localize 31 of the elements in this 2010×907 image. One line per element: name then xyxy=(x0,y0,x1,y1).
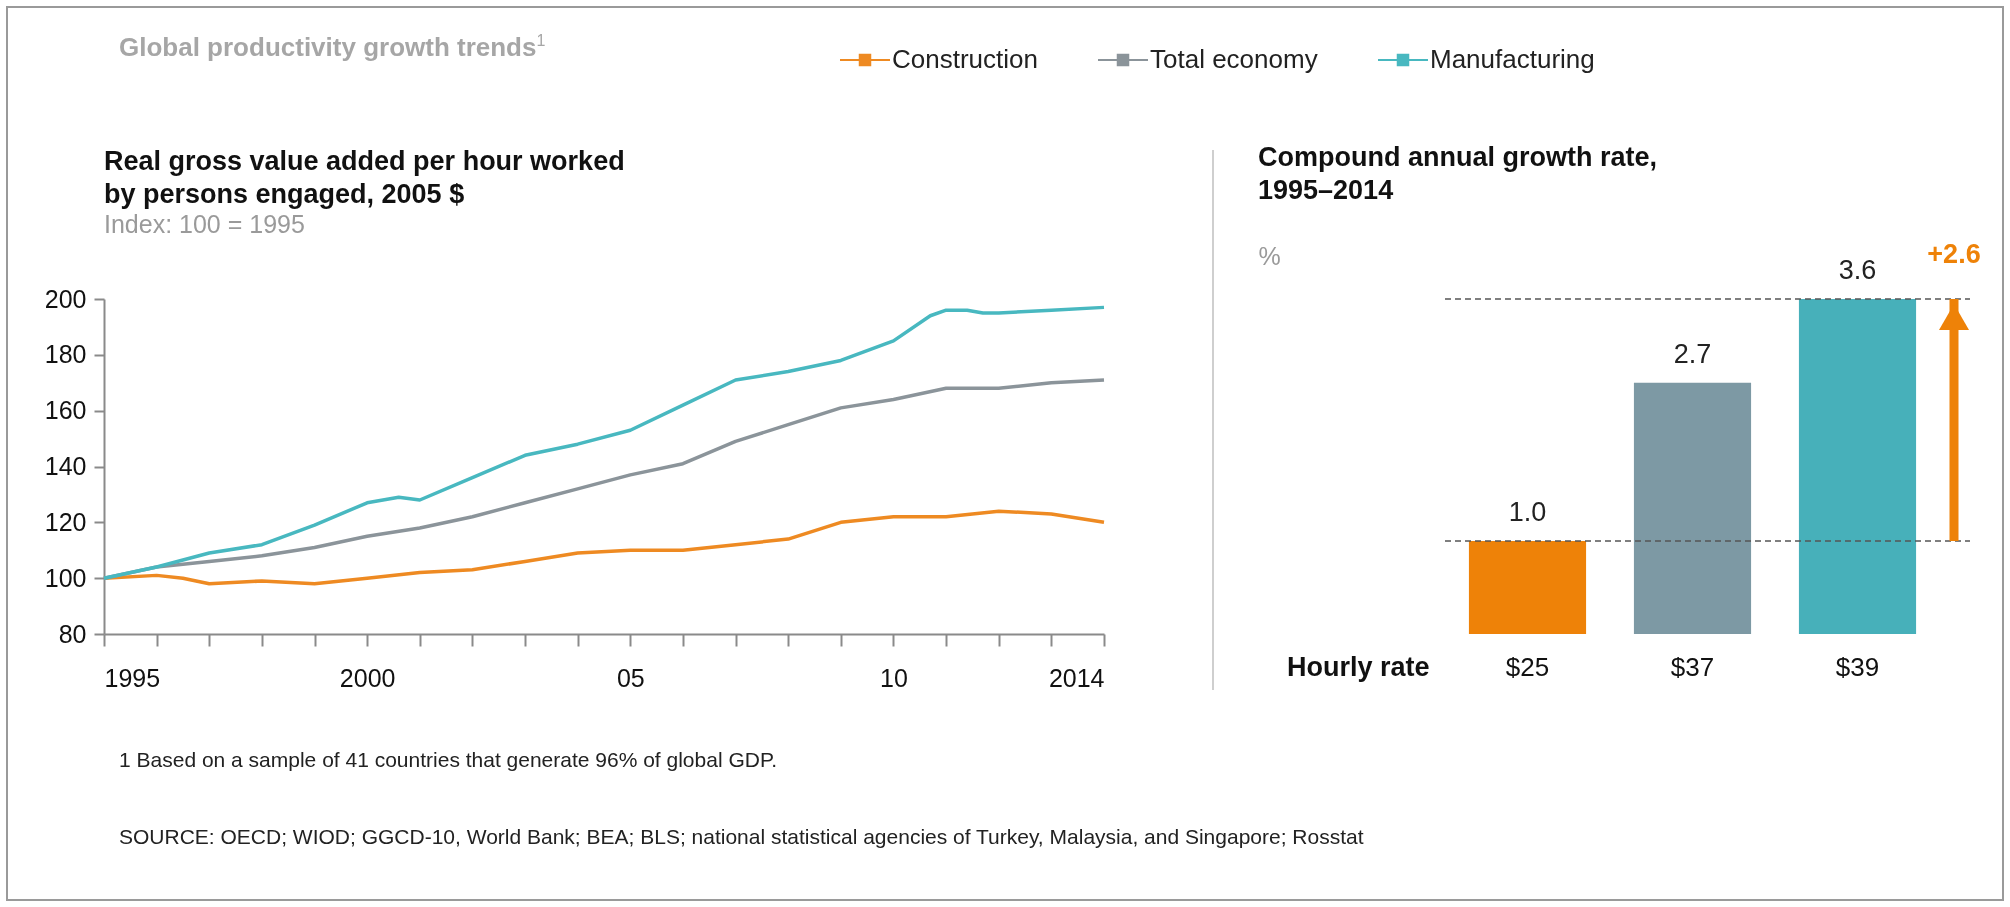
y-tick-label: 180 xyxy=(44,340,87,369)
chart-title: Compound annual growth rate, 1995–2014 xyxy=(1258,142,1657,205)
x-tick-label: $25 xyxy=(1505,651,1550,682)
x-tick-label: 2000 xyxy=(339,663,396,692)
legend-label: Construction xyxy=(892,44,1038,74)
data-label: 3.6 xyxy=(1838,255,1877,285)
x-tick-label: 2014 xyxy=(1048,663,1105,692)
line-series xyxy=(102,305,1106,580)
legend-label: Manufacturing xyxy=(1430,44,1595,74)
y-tick-label: 80 xyxy=(58,619,87,648)
x-tick-label: 05 xyxy=(616,663,645,692)
x-tick-label: 10 xyxy=(880,663,908,692)
data-label: 1.0 xyxy=(1508,496,1547,527)
text: Global productivity growth trends$^{1}$ xyxy=(119,32,546,63)
x-axis-title: Hourly rate xyxy=(1286,651,1430,682)
x-tick-label: $39 xyxy=(1835,651,1880,682)
chart-title: Real gross value added per hour worked by persons engaged, 2005 $ xyxy=(104,146,625,209)
text: 1 Based on a sample of 41 countries that generate 96% of global GDP. xyxy=(119,747,779,773)
y-tick-label: 160 xyxy=(44,396,87,425)
text: +2.6 xyxy=(1927,239,1981,269)
y-tick-label: 120 xyxy=(44,507,87,536)
x-tick-label: 1995 xyxy=(104,663,161,692)
chart-subtitle: Index: 100 = 1995 xyxy=(104,210,305,238)
y-tick-label: 100 xyxy=(44,563,87,592)
x-tick-label: $37 xyxy=(1670,651,1715,682)
y-tick-label: 200 xyxy=(44,284,87,313)
y-axis-title: % xyxy=(1258,241,1281,270)
source-note: SOURCE: OECD; WIOD; GGCD-10, World Bank; BEA; BLS; national statistical agencies of Turkey, Malaysia, and Singapore; Rosstat xyxy=(119,824,1365,850)
legend-label: Total economy xyxy=(1150,44,1318,74)
y-tick-label: 140 xyxy=(44,452,87,480)
data-label: 2.7 xyxy=(1673,338,1712,369)
